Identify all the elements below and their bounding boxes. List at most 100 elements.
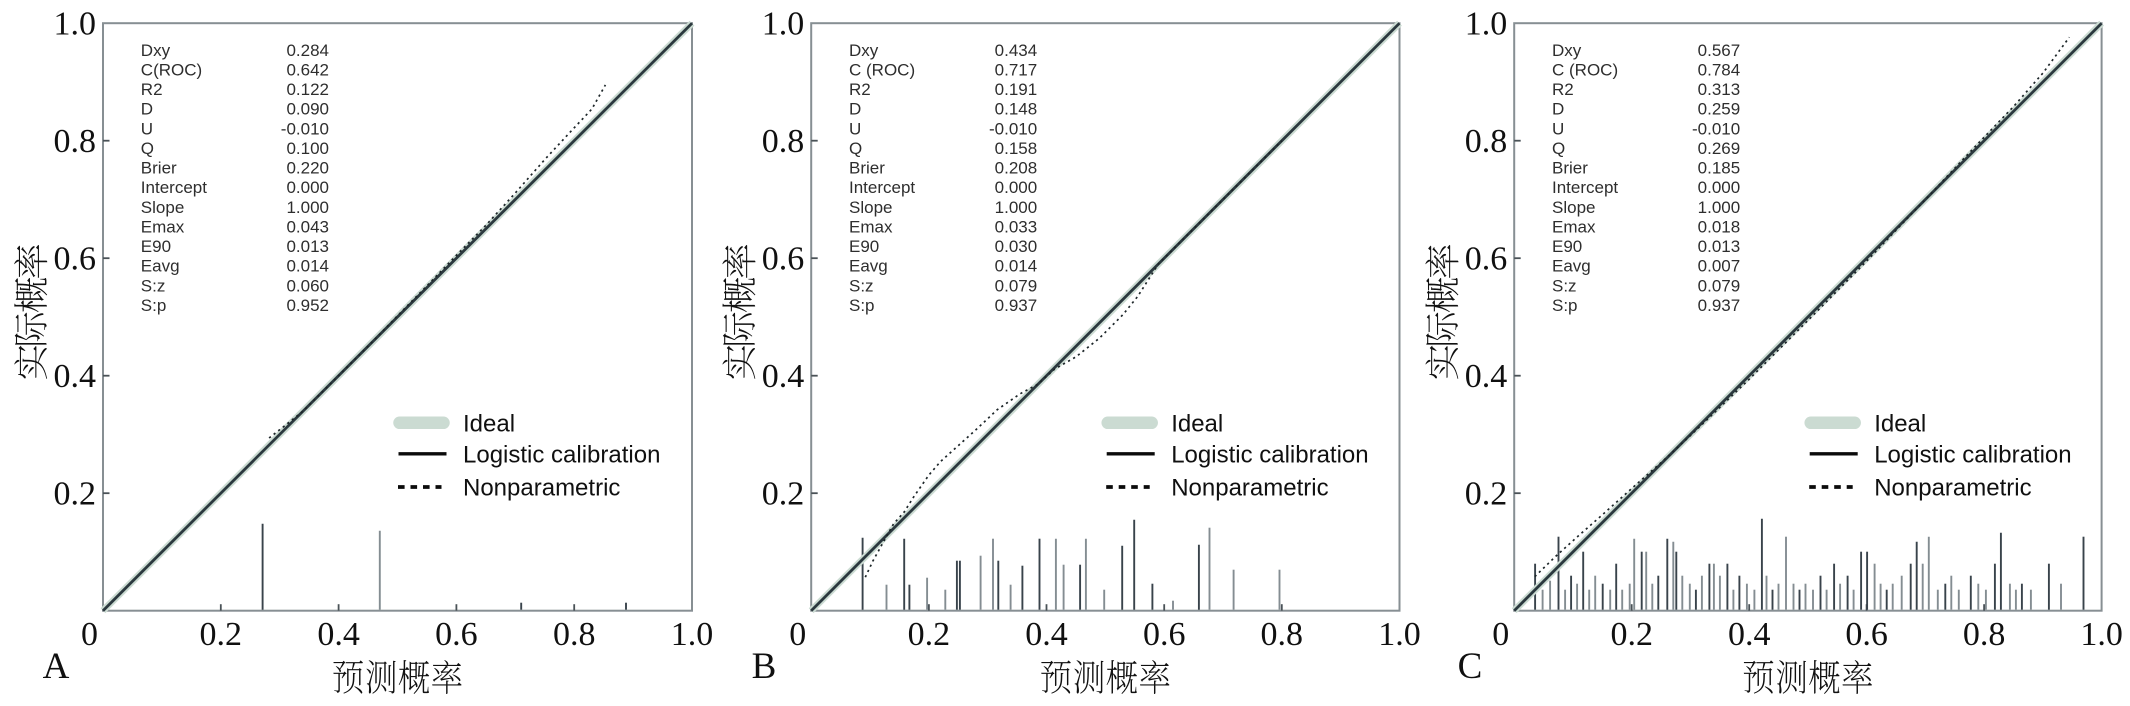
svg-text:Eavg: Eavg [141,257,180,276]
svg-text:0.191: 0.191 [995,80,1038,99]
svg-text:0.030: 0.030 [995,237,1038,256]
svg-text:S:z: S:z [141,276,166,295]
svg-text:Q: Q [849,139,862,158]
svg-text:Emax: Emax [849,218,893,237]
svg-text:Ideal: Ideal [463,411,515,438]
svg-text:0.8: 0.8 [553,616,596,653]
svg-text:0.8: 0.8 [1261,616,1304,653]
svg-text:0.007: 0.007 [1698,257,1741,276]
svg-text:0.043: 0.043 [286,218,329,237]
svg-text:B: B [752,646,777,687]
svg-text:E90: E90 [141,237,171,256]
svg-text:0: 0 [789,616,806,653]
svg-text:1.0: 1.0 [762,6,805,43]
svg-text:0.4: 0.4 [1465,358,1508,395]
svg-text:1.0: 1.0 [1378,616,1421,653]
svg-text:Nonparametric: Nonparametric [1874,475,2031,502]
svg-text:0.567: 0.567 [1698,41,1741,60]
svg-text:Intercept: Intercept [1552,178,1618,197]
svg-text:Logistic calibration: Logistic calibration [1874,442,2071,469]
svg-text:0.6: 0.6 [1845,616,1888,653]
svg-text:0.2: 0.2 [1465,476,1508,513]
svg-text:Intercept: Intercept [849,178,915,197]
svg-text:Slope: Slope [849,198,892,217]
svg-text:Intercept: Intercept [141,178,207,197]
svg-text:0.952: 0.952 [286,296,329,315]
svg-text:0.4: 0.4 [54,358,97,395]
svg-text:0.013: 0.013 [286,237,329,256]
svg-text:0.148: 0.148 [995,100,1038,119]
svg-text:0.014: 0.014 [995,257,1038,276]
svg-text:Ideal: Ideal [1874,411,1926,438]
svg-text:E90: E90 [849,237,879,256]
svg-text:R2: R2 [141,80,163,99]
svg-text:0.6: 0.6 [1465,241,1508,278]
svg-text:1.0: 1.0 [2080,616,2123,653]
svg-text:D: D [1552,100,1564,119]
svg-text:0.100: 0.100 [286,139,329,158]
svg-text:Q: Q [141,139,154,158]
svg-text:0.284: 0.284 [286,41,329,60]
svg-text:0.018: 0.018 [1698,218,1741,237]
svg-text:Dxy: Dxy [1552,41,1582,60]
svg-text:0.937: 0.937 [1698,296,1741,315]
svg-text:1.000: 1.000 [286,198,329,217]
svg-text:1.000: 1.000 [1698,198,1741,217]
svg-text:0.269: 0.269 [1698,139,1741,158]
svg-text:1.000: 1.000 [995,198,1038,217]
svg-text:S:z: S:z [849,276,874,295]
svg-text:0: 0 [81,616,98,653]
svg-text:U: U [1552,119,1564,138]
svg-text:0.185: 0.185 [1698,159,1741,178]
svg-text:A: A [43,646,70,687]
svg-text:0.000: 0.000 [286,178,329,197]
svg-text:Nonparametric: Nonparametric [463,475,620,502]
svg-text:Nonparametric: Nonparametric [1171,475,1328,502]
svg-text:0.717: 0.717 [995,60,1038,79]
svg-text:0.642: 0.642 [286,60,329,79]
svg-text:0.079: 0.079 [995,276,1038,295]
svg-text:D: D [849,100,861,119]
svg-text:0.8: 0.8 [54,123,97,160]
svg-text:0.8: 0.8 [762,123,805,160]
svg-text:Brier: Brier [1552,159,1588,178]
svg-text:C(ROC): C(ROC) [141,60,202,79]
svg-text:Brier: Brier [849,159,885,178]
svg-text:Logistic calibration: Logistic calibration [1171,442,1368,469]
svg-text:1.0: 1.0 [1465,6,1508,43]
svg-text:-0.010: -0.010 [989,119,1037,138]
svg-text:R2: R2 [1552,80,1574,99]
svg-text:1.0: 1.0 [54,6,97,43]
svg-text:0.6: 0.6 [762,241,805,278]
svg-text:Emax: Emax [141,218,185,237]
svg-text:0.220: 0.220 [286,159,329,178]
svg-text:0.014: 0.014 [286,257,329,276]
svg-text:Dxy: Dxy [849,41,879,60]
svg-text:D: D [141,100,153,119]
svg-text:0.2: 0.2 [200,616,243,653]
svg-text:R2: R2 [849,80,871,99]
svg-text:E90: E90 [1552,237,1582,256]
svg-text:S:p: S:p [849,296,875,315]
svg-text:0.4: 0.4 [317,616,360,653]
svg-text:0.4: 0.4 [762,358,805,395]
svg-text:Brier: Brier [141,159,177,178]
svg-text:0.013: 0.013 [1698,237,1741,256]
svg-text:0.208: 0.208 [995,159,1038,178]
svg-text:S:z: S:z [1552,276,1577,295]
svg-text:0.6: 0.6 [1143,616,1186,653]
svg-text:0: 0 [1492,616,1509,653]
svg-text:0.158: 0.158 [995,139,1038,158]
svg-text:Eavg: Eavg [849,257,888,276]
svg-text:0.2: 0.2 [54,476,97,513]
svg-text:0.4: 0.4 [1728,616,1771,653]
svg-text:Dxy: Dxy [141,41,171,60]
svg-text:U: U [141,119,153,138]
svg-text:-0.010: -0.010 [281,119,329,138]
svg-text:Logistic calibration: Logistic calibration [463,442,660,469]
svg-text:Eavg: Eavg [1552,257,1591,276]
svg-text:C (ROC): C (ROC) [849,60,915,79]
svg-text:0.2: 0.2 [1610,616,1653,653]
svg-text:0.2: 0.2 [908,616,951,653]
svg-text:0.079: 0.079 [1698,276,1741,295]
